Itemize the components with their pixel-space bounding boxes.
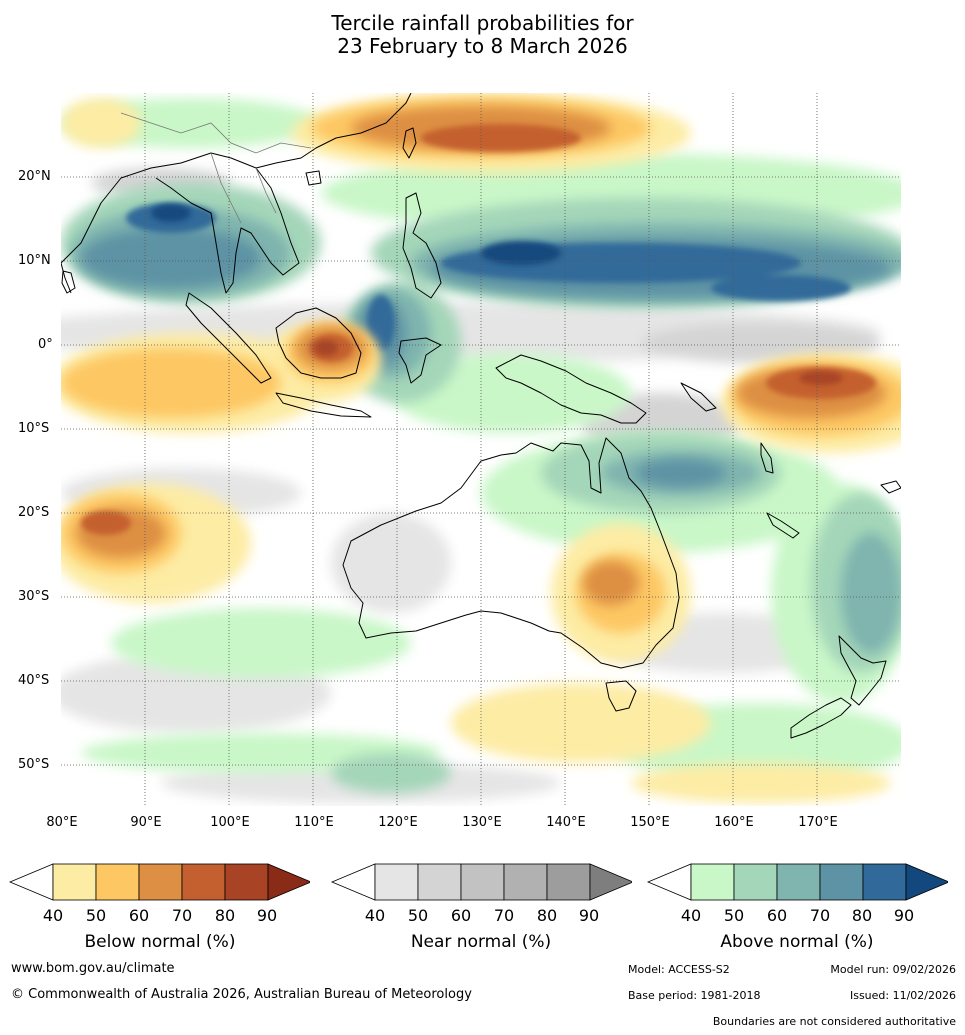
colorbar-segment (819, 863, 864, 901)
philippines-coastline (402, 192, 442, 299)
graticule (61, 93, 901, 806)
colorbar-segment (138, 863, 183, 901)
new-guinea-coastline (495, 354, 647, 424)
near-normal-tick-60: 60 (450, 906, 472, 925)
lon-label-150e: 150°E (630, 815, 670, 830)
lon-label-80e: 80°E (46, 815, 78, 830)
near-normal-tick-40: 40 (364, 906, 386, 925)
colorbar-segment (733, 863, 778, 901)
below-normal-tick-90: 90 (256, 906, 278, 925)
sumatra-coastline (185, 292, 272, 384)
lon-label-140e: 140°E (546, 815, 586, 830)
lon-label-100e: 100°E (210, 815, 250, 830)
above-normal-tick-80: 80 (851, 906, 873, 925)
below-normal-tick-70: 70 (171, 906, 193, 925)
vanuatu-coastline (760, 442, 774, 474)
below-normal-title: Below normal (%) (84, 932, 236, 952)
lat-label-20s: 20°S (18, 505, 50, 520)
lon-label-170e: 170°E (798, 815, 838, 830)
above-normal-tick-60: 60 (766, 906, 788, 925)
colorbar-segment (374, 863, 419, 901)
colorbar-extend-high (267, 863, 310, 901)
near-normal-tick-80: 80 (536, 906, 558, 925)
solomon-islands-coastline (680, 382, 717, 412)
colorbar-segment (776, 863, 821, 901)
map-canvas (61, 93, 901, 806)
below-normal-tick-80: 80 (214, 906, 236, 925)
near-normal-tick-90: 90 (578, 906, 600, 925)
colorbar-segment (52, 863, 97, 901)
coastlines (61, 93, 901, 739)
below-normal-tick-40: 40 (42, 906, 64, 925)
above-normal-tick-40: 40 (680, 906, 702, 925)
colorbar-segment (417, 863, 462, 901)
colorbar-segment (503, 863, 548, 901)
above-normal-colorbar (646, 863, 948, 901)
above-normal-tick-50: 50 (723, 906, 745, 925)
fiji-coastline (880, 480, 901, 494)
sri-lanka-coastline (61, 270, 76, 294)
rainfall-probability-map (61, 93, 901, 806)
colorbar-segment (181, 863, 226, 901)
below-normal-tick-50: 50 (85, 906, 107, 925)
lon-label-160e: 160°E (714, 815, 754, 830)
map-title-line-1: Tercile rainfall probabilities for (331, 11, 634, 35)
colorbar-segment (690, 863, 735, 901)
new-zealand-south-island-coastline (790, 697, 852, 739)
colorbar-segment (224, 863, 269, 901)
australia-coastline (342, 437, 680, 669)
near-normal-colorbar (330, 863, 632, 901)
new-zealand-north-island-coastline (838, 635, 887, 706)
colorbar-extend-low (8, 863, 54, 901)
lon-label-90e: 90°E (130, 815, 162, 830)
website-text: www.bom.gov.au/climate (11, 961, 175, 976)
above-normal-title: Above normal (%) (720, 932, 874, 952)
colorbar-segment (460, 863, 505, 901)
colorbar-extend-low (330, 863, 376, 901)
colorbar-extend-high (905, 863, 948, 901)
model-text: Model: ACCESS-S2 (628, 963, 730, 976)
issued-text: Issued: 11/02/2026 (849, 989, 956, 1002)
lon-label-110e: 110°E (294, 815, 334, 830)
lat-label-30s: 30°S (18, 589, 50, 604)
new-caledonia-coastline (766, 512, 800, 539)
sulawesi-coastline (398, 337, 442, 384)
below-normal-colorbar (8, 863, 310, 901)
disclaimer-text: Boundaries are not considered authoritat… (712, 1015, 956, 1028)
lon-label-120e: 120°E (378, 815, 418, 830)
below-normal-tick-60: 60 (128, 906, 150, 925)
colorbar-extend-low (646, 863, 692, 901)
lat-label-10s: 10°S (18, 421, 50, 436)
taiwan-coastline (402, 127, 417, 159)
near-normal-title: Near normal (%) (410, 932, 552, 952)
near-normal-tick-50: 50 (407, 906, 429, 925)
near-normal-tick-70: 70 (493, 906, 515, 925)
colorbar-segment (95, 863, 140, 901)
copyright-text: © Commonwealth of Australia 2026, Austra… (11, 987, 472, 1002)
above-normal-tick-90: 90 (893, 906, 915, 925)
lat-label-20n: 20°N (18, 169, 51, 184)
country-boundaries (120, 112, 312, 224)
lon-label-130e: 130°E (462, 815, 502, 830)
hainan-coastline (305, 170, 322, 186)
model-run-text: Model run: 09/02/2026 (830, 963, 956, 976)
above-normal-tick-70: 70 (809, 906, 831, 925)
java-coastline (275, 392, 372, 418)
lat-label-10n: 10°N (18, 253, 51, 268)
borneo-coastline (275, 307, 362, 379)
lat-label-40s: 40°S (18, 673, 50, 688)
tasmania-coastline (605, 680, 637, 712)
lat-label-equator: 0° (38, 337, 53, 352)
colorbar-segment (862, 863, 907, 901)
colorbar-segment (546, 863, 591, 901)
map-title-line-2: 23 February to 8 March 2026 (337, 34, 628, 58)
lat-label-50s: 50°S (18, 757, 50, 772)
base-period-text: Base period: 1981-2018 (628, 989, 761, 1002)
colorbar-extend-high (589, 863, 632, 901)
